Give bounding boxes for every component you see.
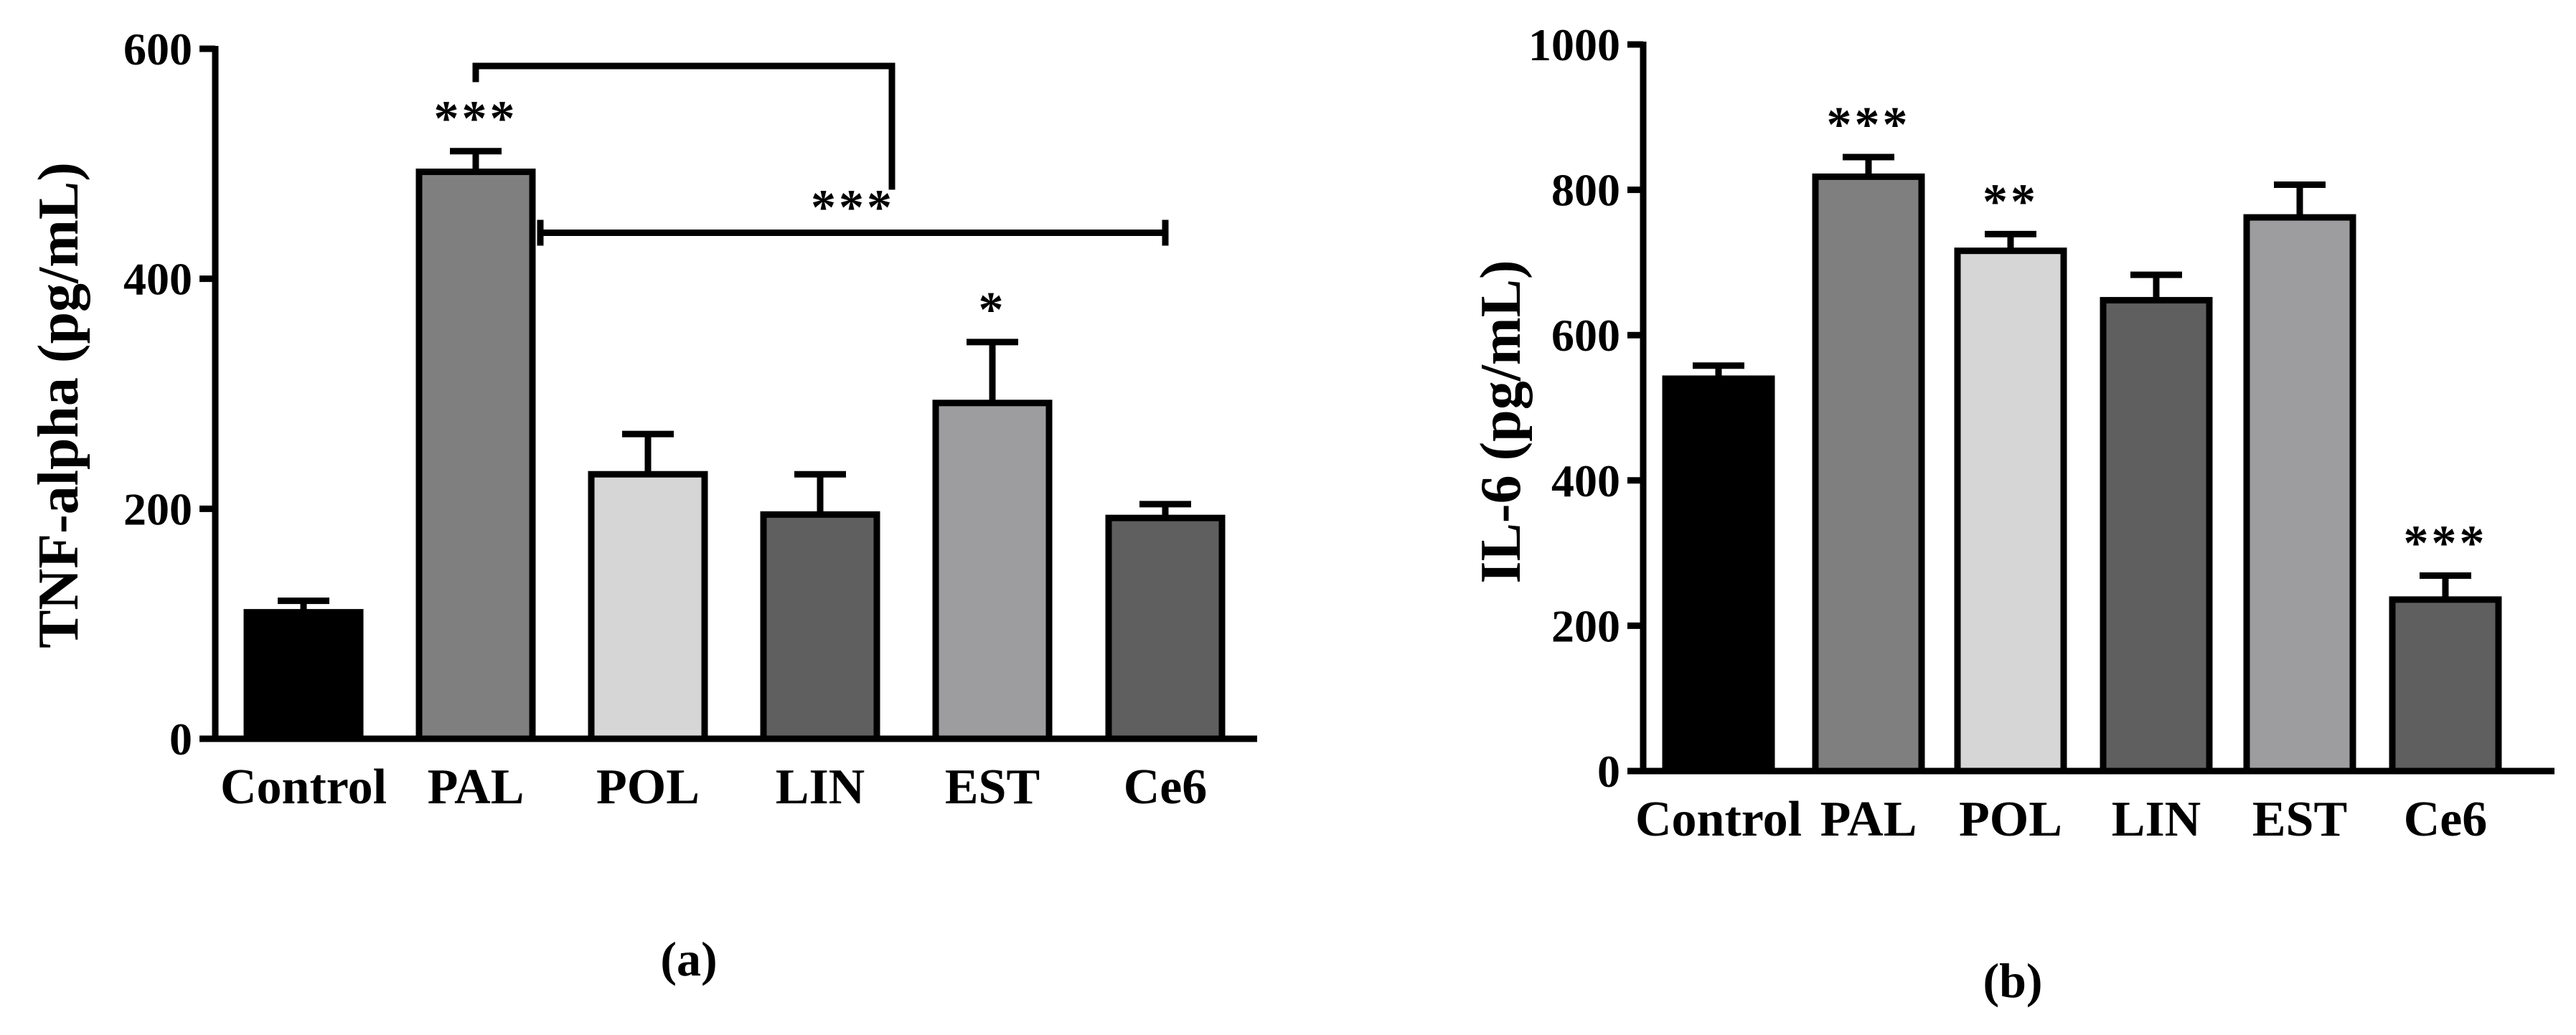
significance-a-pal: *** — [434, 92, 518, 147]
y-tick-label-a-0: 0 — [169, 714, 192, 765]
chart-a: TNF-alpha (pg/mL) (a) 0 200 400 600 Control P… — [27, 24, 1257, 986]
x-tick-label-a-lin: LIN — [776, 760, 865, 815]
y-axis-title-b: IL-6 (pg/mL) — [1470, 260, 1533, 583]
bar-b-pal — [1812, 173, 1925, 775]
panel-label-b: (b) — [1983, 953, 2042, 1008]
y-tick-label-b-400: 400 — [1551, 455, 1620, 506]
bar-b-control — [1662, 375, 1775, 775]
bar-a-control — [243, 609, 364, 742]
x-tick-label-b-pol: POL — [1959, 792, 2062, 847]
x-tick-label-a-ce6: Ce6 — [1124, 760, 1208, 815]
bar-b-pol — [1954, 247, 2067, 775]
x-tick-label-b-est: EST — [2252, 792, 2347, 847]
y-tick-label-b-1000: 1000 — [1528, 19, 1620, 70]
bar-a-pol — [588, 471, 708, 742]
y-axis-title-a: TNF-alpha (pg/mL) — [27, 162, 90, 648]
y-tick-label-b-200: 200 — [1551, 600, 1620, 651]
x-tick-label-a-pal: PAL — [428, 760, 525, 815]
bar-a-pal — [415, 169, 536, 742]
significance-a-est: * — [979, 283, 1007, 338]
bar-b-ce6 — [2389, 596, 2502, 775]
significance-b-pal: *** — [1827, 98, 1911, 153]
y-tick-label-b-600: 600 — [1551, 310, 1620, 361]
bar-a-est — [932, 400, 1053, 742]
comparison-bracket — [472, 62, 896, 190]
y-tick-label-a-200: 200 — [123, 483, 192, 534]
y-tick-label-b-0: 0 — [1597, 746, 1620, 797]
bar-b-lin — [2100, 297, 2213, 775]
bar-a-lin — [760, 511, 880, 742]
x-tick-label-a-est: EST — [945, 760, 1040, 815]
x-tick-label-b-pal: PAL — [1820, 792, 1917, 847]
bar-b-est — [2243, 214, 2356, 775]
y-tick-label-b-800: 800 — [1551, 165, 1620, 216]
x-tick-label-b-ce6: Ce6 — [2404, 792, 2488, 847]
significance-b-ce6: *** — [2404, 516, 2488, 572]
x-tick-label-a-pol: POL — [596, 760, 700, 815]
x-tick-label-b-control: Control — [1635, 792, 1802, 847]
span-bracket-significance: *** — [811, 181, 895, 236]
significance-b-pol: ** — [1983, 174, 2039, 230]
bar-a-ce6 — [1105, 514, 1226, 742]
y-tick-label-a-400: 400 — [123, 254, 192, 305]
x-tick-label-a-control: Control — [220, 760, 387, 815]
y-tick-label-a-600: 600 — [123, 24, 192, 75]
panel-label-a: (a) — [660, 932, 717, 986]
chart-b: IL-6 (pg/mL) (b) 0 200 400 600 800 1000 Contro… — [1470, 19, 2554, 1008]
x-tick-label-b-lin: LIN — [2112, 792, 2201, 847]
